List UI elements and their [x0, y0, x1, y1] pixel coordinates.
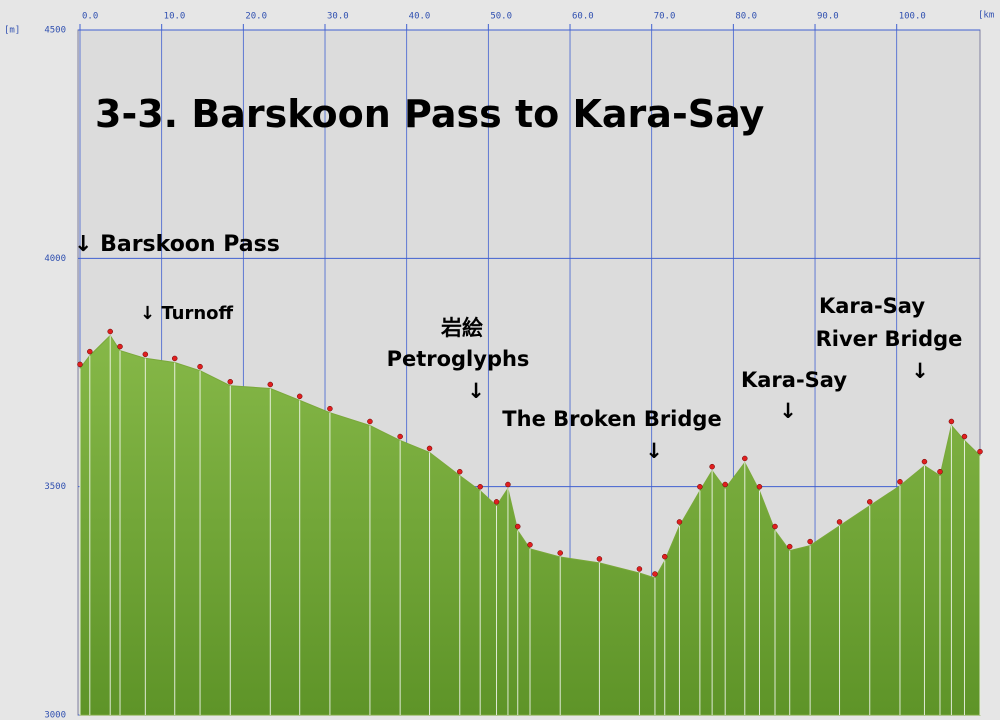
x-tick-label: 80.0 — [735, 12, 757, 22]
waypoint-marker — [977, 448, 983, 455]
waypoint-marker — [117, 343, 123, 350]
annotation: 岩絵 — [440, 316, 483, 340]
waypoint-marker — [426, 445, 433, 452]
annotation: Kara-Say — [741, 368, 847, 392]
y-tick-label: 4500 — [44, 26, 66, 36]
annotation: River Bridge — [816, 327, 963, 351]
waypoint-marker — [477, 484, 483, 490]
waypoint-marker — [697, 484, 703, 490]
annotation: ↓ Turnoff — [140, 303, 234, 324]
waypoint-marker — [296, 393, 303, 400]
waypoint-marker — [948, 418, 955, 425]
annotation: ↓ — [467, 379, 485, 403]
waypoint-marker — [921, 458, 928, 465]
waypoint-marker — [866, 499, 873, 505]
y-unit: [m] — [4, 26, 20, 36]
y-tick-label: 4000 — [44, 254, 66, 264]
waypoint-marker — [596, 556, 603, 562]
waypoint-marker — [142, 351, 149, 358]
chart-title: 3-3. Barskoon Pass to Kara-Say — [95, 92, 765, 136]
waypoint-marker — [514, 523, 521, 530]
waypoint-marker — [652, 571, 658, 577]
waypoint-marker — [227, 378, 234, 385]
waypoint-marker — [87, 348, 93, 355]
waypoint-marker — [756, 484, 763, 490]
waypoint-marker — [709, 463, 715, 470]
x-tick-label: 20.0 — [245, 12, 267, 22]
x-tick-label: 100.0 — [899, 12, 926, 22]
annotation: The Broken Bridge — [502, 407, 721, 431]
waypoint-marker — [367, 418, 373, 425]
x-tick-label: 60.0 — [572, 12, 594, 22]
y-tick-label: 3000 — [44, 711, 66, 720]
waypoint-marker — [742, 455, 748, 462]
waypoint-marker — [505, 481, 511, 488]
waypoint-marker — [527, 542, 533, 548]
x-tick-label: 10.0 — [164, 12, 186, 22]
x-tick-label: 90.0 — [817, 12, 839, 22]
waypoint-marker — [836, 519, 843, 525]
waypoint-marker — [327, 405, 333, 412]
annotation: Petroglyphs — [387, 347, 530, 371]
waypoint-marker — [786, 543, 793, 550]
waypoint-marker — [267, 381, 274, 388]
waypoint-marker — [77, 361, 83, 368]
annotation: ↓ Barskoon Pass — [74, 232, 280, 257]
waypoint-marker — [772, 523, 778, 530]
waypoint-marker — [557, 550, 563, 556]
x-tick-label: 0.0 — [82, 12, 98, 22]
waypoint-marker — [897, 479, 903, 485]
elevation-area — [79, 334, 981, 716]
waypoint-marker — [197, 363, 203, 370]
y-tick-label: 3500 — [44, 482, 66, 492]
waypoint-marker — [493, 499, 500, 505]
waypoint-marker — [457, 468, 463, 475]
waypoint-marker — [807, 538, 813, 545]
waypoint-marker — [171, 355, 178, 362]
annotation: ↓ — [645, 439, 663, 463]
x-tick-label: 50.0 — [490, 12, 512, 22]
waypoint-marker — [961, 433, 968, 440]
x-unit: [km — [978, 11, 994, 21]
waypoint-marker — [937, 468, 943, 475]
x-tick-label: 40.0 — [409, 12, 431, 22]
waypoint-marker — [397, 433, 403, 440]
annotation: ↓ — [911, 359, 929, 383]
annotation: Kara-Say — [819, 294, 925, 318]
x-tick-label: 70.0 — [654, 12, 676, 22]
waypoint-marker — [107, 328, 113, 335]
waypoint-marker — [636, 566, 643, 572]
waypoint-marker — [722, 481, 728, 488]
annotation: ↓ — [779, 399, 797, 423]
waypoint-marker — [662, 553, 668, 560]
x-tick-label: 30.0 — [327, 12, 349, 22]
waypoint-marker — [676, 519, 683, 525]
